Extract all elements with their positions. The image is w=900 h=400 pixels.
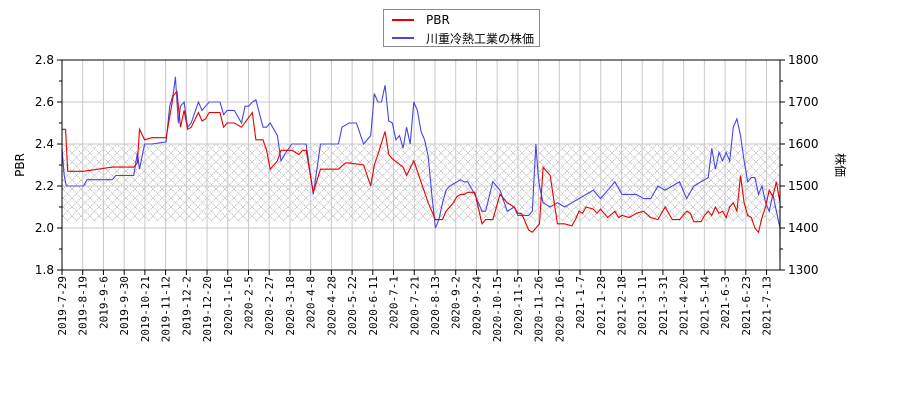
legend-item-price: 川重冷熱工業の株価 bbox=[392, 30, 534, 46]
x-tick-label: 2020-2-5 bbox=[242, 276, 255, 329]
x-tick-label: 2020-11-26 bbox=[533, 276, 546, 342]
x-tick-label: 2021-2-18 bbox=[615, 276, 628, 336]
x-tick-label: 2020-4-28 bbox=[325, 276, 338, 336]
x-tick-label: 2019-11-12 bbox=[160, 276, 173, 342]
left-tick-label: 1.8 bbox=[35, 263, 54, 277]
x-tick-label: 2020-6-11 bbox=[367, 276, 380, 336]
x-tick-label: 2021-5-14 bbox=[698, 276, 711, 336]
x-tick-label: 2020-8-13 bbox=[429, 276, 442, 336]
gridlines bbox=[62, 60, 780, 270]
legend-item-pbr: PBR bbox=[392, 12, 450, 28]
x-tick-label: 2019-12-2 bbox=[180, 276, 193, 336]
x-tick-label: 2020-12-16 bbox=[553, 276, 566, 342]
x-tick-label: 2021-3-11 bbox=[636, 276, 649, 336]
right-tick-label: 1600 bbox=[788, 137, 819, 151]
axis-ticks bbox=[57, 59, 785, 275]
x-tick-label: 2020-10-15 bbox=[491, 276, 504, 342]
left-tick-label: 2.0 bbox=[35, 221, 54, 235]
x-tick-label: 2019-10-21 bbox=[139, 276, 152, 342]
x-tick-label: 2021-6-23 bbox=[740, 276, 753, 336]
left-tick-label: 2.6 bbox=[35, 95, 54, 109]
x-tick-label: 2021-7-13 bbox=[761, 276, 774, 336]
right-axis-title: 株価 bbox=[833, 153, 848, 177]
left-axis-labels: 2.8 2.6 2.4 2.2 2.0 1.8 bbox=[35, 53, 54, 277]
left-tick-label: 2.4 bbox=[35, 137, 54, 151]
legend-swatch-price bbox=[392, 37, 414, 39]
legend-label-price: 川重冷熱工業の株価 bbox=[426, 31, 535, 46]
pbr-line bbox=[62, 90, 781, 260]
x-tick-label: 2021-6-3 bbox=[719, 276, 732, 329]
right-tick-label: 1300 bbox=[788, 263, 819, 277]
left-axis-title: PBR bbox=[13, 153, 27, 177]
x-tick-label: 2019-9-6 bbox=[97, 276, 110, 329]
x-tick-label: 2020-9-2 bbox=[450, 276, 463, 329]
left-tick-label: 2.2 bbox=[35, 179, 54, 193]
x-tick-label: 2020-7-21 bbox=[408, 276, 421, 336]
x-tick-label: 2020-2-27 bbox=[263, 276, 276, 336]
x-tick-label: 2020-5-22 bbox=[346, 276, 359, 336]
right-tick-label: 1400 bbox=[788, 221, 819, 235]
x-tick-label: 2021-3-31 bbox=[657, 276, 670, 336]
x-tick-label: 2021-1-7 bbox=[574, 276, 587, 329]
x-tick-label: 2020-1-16 bbox=[222, 276, 235, 336]
legend-label-pbr: PBR bbox=[426, 13, 450, 27]
x-tick-label: 2020-4-8 bbox=[305, 276, 318, 329]
stock-price-line bbox=[61, 76, 781, 237]
x-tick-label: 2019-9-30 bbox=[118, 276, 131, 336]
series-lines bbox=[61, 76, 781, 260]
x-tick-label: 2020-3-18 bbox=[284, 276, 297, 336]
left-tick-label: 2.8 bbox=[35, 53, 54, 67]
x-tick-label: 2021-4-20 bbox=[678, 276, 691, 336]
x-tick-label: 2020-9-24 bbox=[470, 276, 483, 336]
x-axis-labels: 2019-7-29 2019-8-19 2019-9-6 2019-9-30 2019-… bbox=[56, 276, 774, 343]
x-tick-label: 2020-11-5 bbox=[512, 276, 525, 336]
x-tick-label: 2020-7-1 bbox=[388, 276, 401, 329]
right-axis-labels: 1800 1700 1600 1500 1400 1300 bbox=[788, 53, 819, 277]
x-tick-label: 2019-12-20 bbox=[201, 276, 214, 342]
right-tick-label: 1700 bbox=[788, 95, 819, 109]
x-tick-label: 2021-1-28 bbox=[595, 276, 608, 336]
legend-swatch-pbr bbox=[392, 19, 414, 21]
right-tick-label: 1500 bbox=[788, 179, 819, 193]
legend: PBR 川重冷熱工業の株価 bbox=[383, 9, 540, 47]
x-tick-label: 2019-8-19 bbox=[77, 276, 90, 336]
right-tick-label: 1800 bbox=[788, 53, 819, 67]
x-tick-label: 2019-7-29 bbox=[56, 276, 69, 336]
